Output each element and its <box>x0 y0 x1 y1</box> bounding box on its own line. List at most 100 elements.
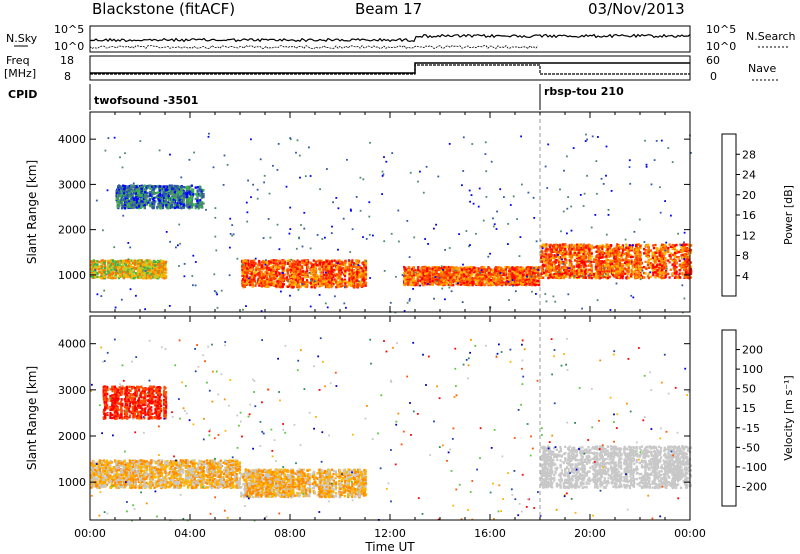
data-pixel <box>127 264 130 267</box>
data-pixel <box>110 275 113 278</box>
data-pixel <box>317 282 320 286</box>
data-pixel <box>138 186 141 190</box>
data-pixel <box>118 261 121 264</box>
data-pixel <box>165 190 168 194</box>
data-pixel <box>200 196 203 199</box>
cpid-label: CPID <box>8 88 37 101</box>
data-pixel <box>310 285 313 289</box>
data-pixel <box>165 196 168 199</box>
data-pixel <box>192 188 195 191</box>
data-pixel <box>310 270 313 274</box>
data-pixel <box>117 260 120 264</box>
data-pixel <box>298 272 301 276</box>
data-pixel <box>322 276 325 280</box>
data-pixel <box>255 266 258 269</box>
data-pixel <box>144 263 148 266</box>
data-pixel <box>171 195 174 198</box>
data-pixel <box>296 263 299 266</box>
data-pixel <box>110 266 113 269</box>
data-pixel <box>194 203 197 206</box>
data-pixel <box>292 265 295 269</box>
data-pixel <box>417 275 420 279</box>
nsearch-top-tick: 10^5 <box>706 23 736 36</box>
data-pixel <box>180 197 183 201</box>
data-pixel <box>163 277 166 280</box>
data-pixel <box>135 201 138 204</box>
data-pixel <box>319 268 322 271</box>
date-title: 03/Nov/2013 <box>588 0 685 18</box>
data-pixel <box>182 190 185 193</box>
data-pixel <box>141 261 144 264</box>
data-pixel <box>128 205 131 208</box>
data-pixel <box>154 187 157 190</box>
data-pixel <box>190 198 193 201</box>
data-pixel <box>199 188 202 191</box>
data-pixel <box>92 264 95 267</box>
data-pixel <box>148 265 151 268</box>
data-pixel <box>200 194 203 197</box>
data-pixel <box>303 259 306 262</box>
data-pixel <box>241 284 244 287</box>
data-pixel <box>255 282 258 286</box>
data-pixel <box>143 184 146 187</box>
data-pixel <box>180 186 183 189</box>
data-pixel <box>117 263 120 266</box>
data-pixel <box>123 275 126 278</box>
nave-bottom-tick: 0 <box>710 70 717 83</box>
data-pixel <box>96 265 99 268</box>
data-pixel <box>339 260 342 263</box>
data-pixel <box>130 202 133 205</box>
data-pixel <box>247 279 251 282</box>
data-pixel <box>160 260 163 264</box>
data-pixel <box>104 269 107 273</box>
data-pixel <box>115 197 118 201</box>
data-pixel <box>156 195 159 198</box>
data-pixel <box>144 196 147 200</box>
data-pixel <box>94 260 97 263</box>
data-pixel <box>142 195 145 198</box>
data-pixel <box>116 197 120 200</box>
data-pixel <box>183 195 186 198</box>
data-pixel <box>139 264 142 267</box>
data-pixel <box>177 188 181 191</box>
data-pixel <box>121 197 124 200</box>
data-pixel <box>364 268 368 272</box>
freq-trace <box>90 62 690 75</box>
data-pixel <box>103 277 106 280</box>
data-pixel <box>264 283 267 286</box>
data-pixel <box>128 189 131 193</box>
data-pixel <box>347 282 351 285</box>
data-pixel <box>356 270 359 273</box>
data-pixel <box>285 276 288 279</box>
data-pixel <box>283 263 286 267</box>
data-pixel <box>108 275 112 278</box>
data-pixel <box>124 195 127 198</box>
data-pixel <box>149 204 152 208</box>
data-pixel <box>128 263 131 266</box>
nsky-series <box>89 33 691 43</box>
data-pixel <box>148 259 151 263</box>
data-pixel <box>407 266 410 269</box>
data-pixel <box>253 262 256 265</box>
data-pixel <box>130 186 133 189</box>
data-pixel <box>94 263 97 266</box>
data-pixel <box>94 275 97 278</box>
data-pixel <box>130 205 133 208</box>
data-pixel <box>258 271 261 274</box>
data-pixel <box>185 197 188 200</box>
data-pixel <box>262 284 265 287</box>
data-pixel <box>132 203 136 206</box>
nsky-trace <box>89 33 691 49</box>
data-pixel <box>272 283 275 287</box>
data-pixel <box>148 271 151 275</box>
data-pixel <box>417 283 420 287</box>
data-pixel <box>310 268 313 271</box>
data-pixel <box>279 265 282 268</box>
data-pixel <box>139 274 142 278</box>
data-pixel <box>96 268 99 271</box>
data-pixel <box>278 272 281 275</box>
data-pixel <box>319 261 322 265</box>
data-pixel <box>312 263 315 267</box>
data-pixel <box>163 188 166 191</box>
data-pixel <box>336 275 339 279</box>
